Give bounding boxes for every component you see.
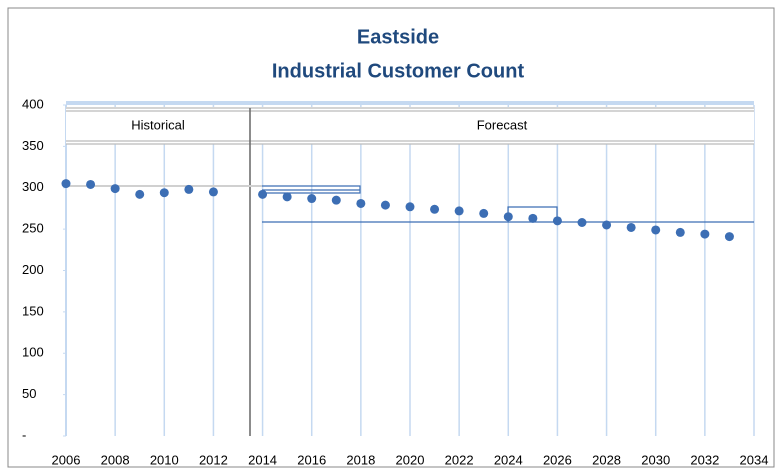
data-point	[135, 189, 145, 199]
bracket	[262, 185, 361, 194]
chart-title: Eastside	[357, 26, 439, 48]
header-band	[66, 101, 754, 105]
x-tick-label: 2006	[52, 452, 81, 467]
data-point	[454, 206, 464, 216]
x-tick-label: 2022	[445, 452, 474, 467]
data-point	[159, 188, 169, 198]
x-tick-label: 2014	[248, 452, 277, 467]
y-tick-label: 200	[22, 262, 44, 277]
data-point	[430, 204, 440, 214]
data-point	[503, 212, 513, 222]
data-point	[86, 179, 96, 189]
data-point	[110, 184, 120, 194]
data-point	[405, 202, 415, 212]
chart-border	[7, 7, 775, 468]
x-tick-label: 2008	[101, 452, 130, 467]
data-point	[258, 189, 268, 199]
data-point	[208, 187, 218, 197]
data-point	[675, 227, 685, 237]
y-tick-label: 250	[22, 221, 44, 236]
y-tick-label: 150	[22, 303, 44, 318]
data-point	[331, 195, 341, 205]
header-box	[66, 107, 754, 144]
data-point	[651, 225, 661, 235]
data-point	[356, 198, 366, 208]
data-point	[577, 218, 587, 228]
y-tick-label: 300	[22, 179, 44, 194]
data-point	[282, 192, 292, 202]
data-point	[61, 179, 71, 189]
x-tick-label: 2010	[150, 452, 179, 467]
data-point	[626, 222, 636, 232]
period-label: Historical	[131, 117, 185, 132]
data-point	[184, 184, 194, 194]
x-tick-label: 2020	[396, 452, 425, 467]
x-tick-label: 2032	[690, 452, 719, 467]
x-tick-label: 2028	[592, 452, 621, 467]
x-tick-label: 2024	[494, 452, 523, 467]
data-point	[307, 194, 317, 204]
y-tick-label: 50	[22, 386, 36, 401]
x-tick-label: 2034	[740, 452, 769, 467]
x-tick-label: 2026	[543, 452, 572, 467]
y-tick-label: 400	[22, 96, 44, 111]
x-tick-label: 2018	[346, 452, 375, 467]
data-point	[700, 229, 710, 239]
data-point	[724, 232, 734, 242]
y-tick-label: -	[22, 427, 26, 442]
x-tick-label: 2012	[199, 452, 228, 467]
y-tick-label: 350	[22, 138, 44, 153]
data-point	[552, 216, 562, 226]
y-tick-label: 100	[22, 345, 44, 360]
data-point	[602, 220, 612, 230]
chart-subtitle: Industrial Customer Count	[272, 60, 525, 82]
period-label: Forecast	[477, 117, 528, 132]
data-point	[380, 200, 390, 210]
data-point	[528, 213, 538, 223]
x-tick-label: 2016	[297, 452, 326, 467]
data-point	[479, 208, 489, 218]
x-tick-label: 2030	[641, 452, 670, 467]
